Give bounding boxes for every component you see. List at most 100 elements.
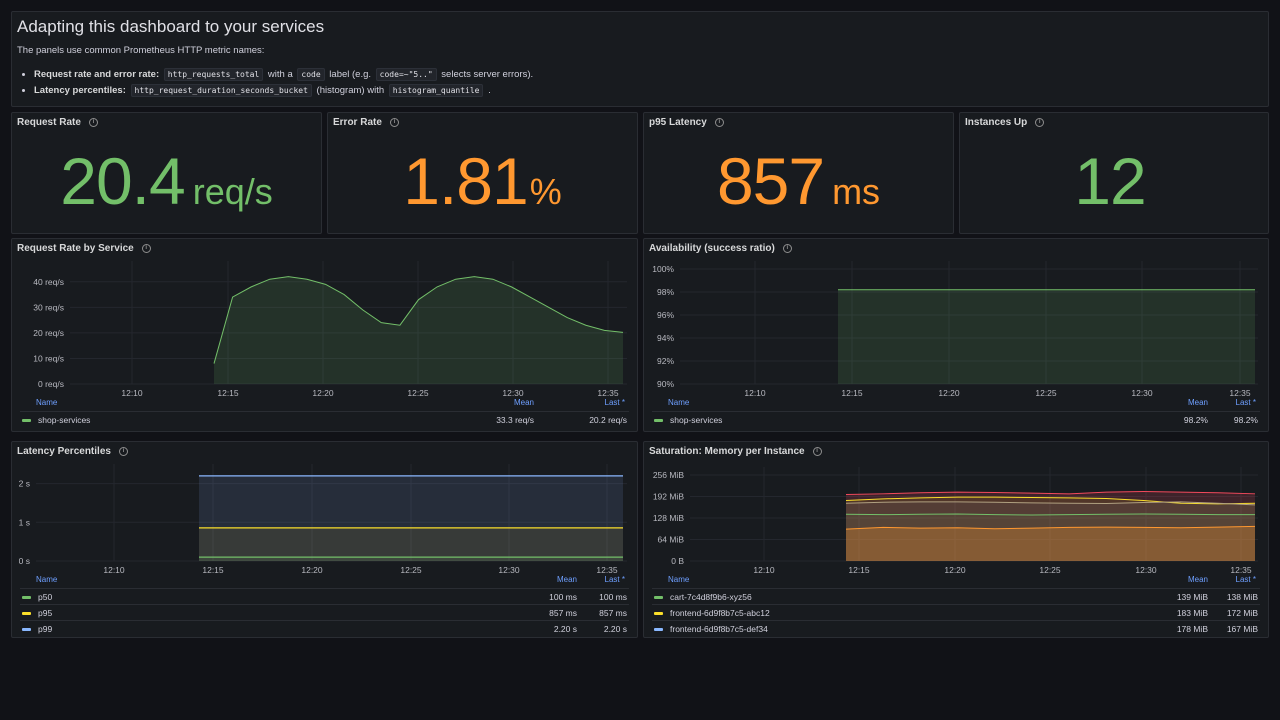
stat-value: 20.4 req/s xyxy=(12,143,321,219)
legend-series-name: shop-services xyxy=(38,415,91,425)
x-tick-label: 12:35 xyxy=(597,388,619,398)
panel-title: Adapting this dashboard to your services xyxy=(17,17,325,36)
panel-title: Availability (success ratio) xyxy=(649,243,775,254)
info-icon[interactable]: i xyxy=(118,447,128,456)
x-tick-label: 12:25 xyxy=(407,388,429,398)
legend-header-mean[interactable]: Mean xyxy=(1187,575,1208,584)
info-icon[interactable]: i xyxy=(141,244,151,253)
bullet-item: Latency percentiles: http_request_durati… xyxy=(34,84,533,98)
legend-series-name: shop-services xyxy=(670,415,723,425)
legend-series-name: frontend-6d9f8b7c5-abc12 xyxy=(670,608,770,618)
panel-title: Request Rate xyxy=(17,117,81,128)
intro-text: The panels use common Prometheus HTTP me… xyxy=(17,45,265,56)
y-tick-label: 192 MiB xyxy=(653,492,685,502)
legend-header-mean[interactable]: Mean xyxy=(556,575,577,584)
legend-header-name[interactable]: Name xyxy=(668,575,690,584)
legend-row[interactable]: frontend-6d9f8b7c5-abc12 183 MiB 172 MiB xyxy=(652,604,1260,620)
stat-number: 857 xyxy=(716,144,825,218)
legend-row[interactable]: frontend-6d9f8b7c5-def34 178 MiB 167 MiB xyxy=(652,620,1260,636)
legend-header-mean[interactable]: Mean xyxy=(513,398,534,407)
legend-series-name: p50 xyxy=(38,592,53,602)
legend-header-last[interactable]: Last * xyxy=(604,575,625,584)
series-area xyxy=(199,475,623,561)
stat-panel-error-rate[interactable]: Error Rate i 1.81% xyxy=(327,112,638,234)
x-tick-label: 12:30 xyxy=(502,388,524,398)
info-icon[interactable]: i xyxy=(88,118,98,127)
legend-header-mean[interactable]: Mean xyxy=(1187,398,1208,407)
stat-number: 12 xyxy=(1074,144,1146,218)
legend-color-swatch xyxy=(654,419,663,422)
series-line xyxy=(845,490,1256,495)
stat-panel-instances-up[interactable]: Instances Up i 12 xyxy=(959,112,1269,234)
stat-unit: ms xyxy=(832,171,881,212)
y-tick-label: 30 req/s xyxy=(33,302,64,312)
code-snippet: code xyxy=(297,68,325,81)
legend-series-name: frontend-6d9f8b7c5-def34 xyxy=(670,624,768,634)
x-tick-label: 12:25 xyxy=(1035,388,1057,398)
stat-unit: req/s xyxy=(192,171,273,212)
legend-color-swatch xyxy=(654,596,663,599)
chart-panel-latency[interactable]: Latency Percentiles i 0 s 1 s 2 s 12:10 12:15… xyxy=(11,441,638,638)
legend-row[interactable]: cart-7c4d8f9b6-xyz56 139 MiB 138 MiB xyxy=(652,588,1260,604)
series-area xyxy=(846,526,1255,561)
chart-panel-memory[interactable]: Saturation: Memory per Instance i 0 B 64 M… xyxy=(643,441,1269,638)
bullet-list: Request rate and error rate: http_reques… xyxy=(34,68,533,101)
stat-panel-request-rate[interactable]: Request Rate i 20.4 req/s xyxy=(11,112,322,234)
legend-color-swatch xyxy=(654,612,663,615)
stat-panel-p95-latency[interactable]: p95 Latency i 857 ms xyxy=(643,112,954,234)
y-tick-label: 90% xyxy=(657,379,674,389)
bullet-text: . xyxy=(488,85,491,96)
bullet-item: Request rate and error rate: http_reques… xyxy=(34,68,533,82)
panel-title: Instances Up xyxy=(965,117,1028,128)
legend-row[interactable]: shop-services 98.2% 98.2% xyxy=(652,411,1260,427)
info-icon[interactable]: i xyxy=(389,118,399,127)
legend-last-value: 100 ms xyxy=(599,592,627,602)
bullet-text: (histogram) with xyxy=(316,85,385,96)
stat-value: 1.81% xyxy=(328,143,637,219)
legend-row[interactable]: p95 857 ms 857 ms xyxy=(20,604,629,620)
legend-series-name: cart-7c4d8f9b6-xyz56 xyxy=(670,592,752,602)
series-line xyxy=(845,513,1255,516)
x-tick-label: 12:30 xyxy=(498,565,520,575)
info-icon[interactable]: i xyxy=(812,447,822,456)
y-tick-label: 0 s xyxy=(19,556,30,566)
series-line xyxy=(845,501,1256,506)
legend-last-value: 167 MiB xyxy=(1226,624,1258,634)
y-tick-label: 100% xyxy=(652,264,674,274)
chart-panel-request-rate[interactable]: Request Rate by Service i 0 req/s 10 req/s… xyxy=(11,238,638,432)
legend-last-value: 20.2 req/s xyxy=(589,415,627,425)
legend-header-name[interactable]: Name xyxy=(36,398,58,407)
y-tick-label: 1 s xyxy=(19,517,30,527)
x-tick-label: 12:10 xyxy=(744,388,766,398)
legend-color-swatch xyxy=(22,419,31,422)
panel-title: Latency Percentiles xyxy=(17,446,111,457)
info-icon[interactable]: i xyxy=(714,118,724,127)
legend-last-value: 2.20 s xyxy=(603,624,627,634)
legend-header-name[interactable]: Name xyxy=(36,575,58,584)
series-area xyxy=(846,501,1255,561)
chart-svg: 0 s 1 s 2 s 12:10 12:15 12:20 12:25 12:30 12:35 xyxy=(19,464,627,575)
legend-row[interactable]: shop-services 33.3 req/s 20.2 req/s xyxy=(20,411,629,427)
legend-header-last[interactable]: Last * xyxy=(1235,575,1256,584)
series-area xyxy=(846,497,1255,561)
legend-row[interactable]: p99 2.20 s 2.20 s xyxy=(20,620,629,636)
chart-panel-availability[interactable]: Availability (success ratio) i 90% 92% 94% 9… xyxy=(643,238,1269,432)
x-tick-label: 12:30 xyxy=(1135,565,1157,575)
legend-header-last[interactable]: Last * xyxy=(604,398,625,407)
code-snippet: histogram_quantile xyxy=(388,84,484,97)
code-snippet: code=~"5.." xyxy=(375,68,437,81)
legend-header-last[interactable]: Last * xyxy=(1235,398,1256,407)
info-icon[interactable]: i xyxy=(1035,118,1045,127)
legend-row[interactable]: p50 100 ms 100 ms xyxy=(20,588,629,604)
legend-header-name[interactable]: Name xyxy=(668,398,690,407)
chart-svg: 0 B 64 MiB 128 MiB 192 MiB 256 MiB 12:10 12:15… xyxy=(653,467,1258,575)
legend-color-swatch xyxy=(654,628,663,631)
stat-value: 12 xyxy=(960,143,1268,219)
x-tick-label: 12:15 xyxy=(841,388,863,398)
info-icon[interactable]: i xyxy=(782,244,792,253)
series-area xyxy=(199,527,623,561)
stat-number: 1.81 xyxy=(403,144,528,218)
bullet-label: Latency percentiles: xyxy=(34,85,126,96)
legend-mean-value: 139 MiB xyxy=(1176,592,1208,602)
y-tick-label: 256 MiB xyxy=(653,470,685,480)
